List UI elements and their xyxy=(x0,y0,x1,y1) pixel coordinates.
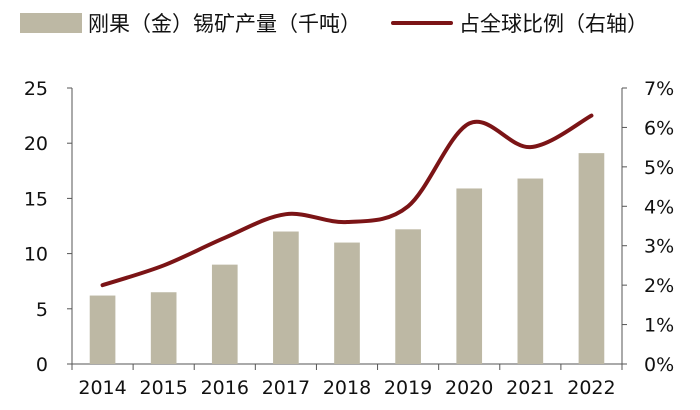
share-line xyxy=(100,113,594,288)
legend-item-bar: 刚果（金）锡矿产量（千吨） xyxy=(20,8,361,38)
x-tick-label: 2017 xyxy=(262,377,310,399)
x-tick-label: 2018 xyxy=(323,377,371,399)
legend-swatch-bar xyxy=(20,13,82,33)
bar xyxy=(578,153,605,364)
left-tick-label: 15 xyxy=(24,188,48,210)
right-tick-label: 3% xyxy=(644,236,674,258)
x-tick-label: 2019 xyxy=(384,377,432,399)
left-tick-label: 0 xyxy=(36,354,48,376)
right-tick-label: 4% xyxy=(644,196,674,218)
x-tick-label: 2021 xyxy=(506,377,554,399)
bar xyxy=(273,231,299,364)
bar xyxy=(211,264,238,364)
right-tick-label: 1% xyxy=(644,315,674,337)
x-tick-label: 2015 xyxy=(139,377,187,399)
x-tick-label: 2014 xyxy=(78,377,126,399)
right-tick-label: 0% xyxy=(644,354,674,376)
bar xyxy=(456,188,483,364)
left-tick-label: 10 xyxy=(24,244,48,266)
x-tick-label: 2016 xyxy=(201,377,249,399)
right-tick-label: 7% xyxy=(644,78,674,100)
bar xyxy=(517,178,544,364)
legend-label-line: 占全球比例（右轴） xyxy=(459,12,648,36)
right-tick-label: 6% xyxy=(644,117,674,139)
bar xyxy=(150,292,177,364)
x-tick-label: 2022 xyxy=(567,377,615,399)
left-tick-label: 20 xyxy=(24,133,48,155)
bar xyxy=(89,295,116,364)
left-tick-label: 25 xyxy=(24,78,48,100)
legend-label-bar: 刚果（金）锡矿产量（千吨） xyxy=(88,12,361,36)
left-tick-label: 5 xyxy=(36,299,48,321)
right-tick-label: 2% xyxy=(644,275,674,297)
legend: 刚果（金）锡矿产量（千吨） 占全球比例（右轴） xyxy=(20,8,678,38)
legend-swatch-line xyxy=(391,21,453,25)
legend-item-line: 占全球比例（右轴） xyxy=(391,8,648,38)
bar xyxy=(395,229,421,364)
bar xyxy=(334,242,360,364)
x-tick-label: 2020 xyxy=(445,377,493,399)
right-tick-label: 5% xyxy=(644,157,674,179)
